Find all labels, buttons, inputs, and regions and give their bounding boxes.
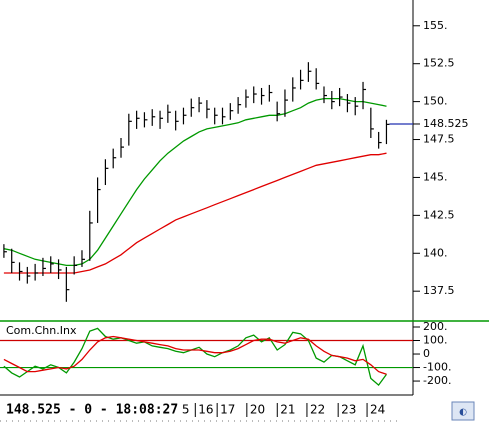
y-tick-label: 140.	[423, 246, 448, 259]
toolbar-icon[interactable]	[451, 401, 475, 421]
status-bar: 148.525 - 0 - 18:08:27	[6, 403, 178, 418]
y-tick-label: -200.	[423, 374, 451, 387]
x-tick-label: 22	[310, 403, 325, 417]
panel-title: Com.Chn.Inx	[6, 324, 77, 337]
indicator-line	[3, 152, 387, 274]
y-tick-label: 0	[423, 347, 430, 360]
status-bg	[3, 402, 179, 418]
y-tick-label: 147.5	[423, 133, 455, 146]
x-tick-label: 24	[370, 403, 385, 417]
last-price-label: 148.525	[423, 117, 469, 130]
y-tick-label: 152.5	[423, 57, 455, 70]
y-tick-label: 155.	[423, 19, 448, 32]
indicator-line	[3, 335, 387, 375]
x-tick-label: 21	[280, 403, 295, 417]
y-tick-label: -100.	[423, 361, 451, 374]
y-tick-label: 100.	[423, 334, 448, 347]
toolbar-icon-glyph: ◐	[459, 408, 467, 418]
indicator-line	[3, 97, 387, 267]
y-tick-label: 150.	[423, 95, 448, 108]
y-tick-label: 137.5	[423, 284, 455, 297]
x-tick-label: 20	[250, 403, 265, 417]
x-tick-label: 17	[220, 403, 235, 417]
y-tick-label: 145.	[423, 170, 448, 183]
indicator-line	[3, 327, 388, 387]
y-tick-label: 200.	[423, 320, 448, 333]
x-tick-label: 16	[198, 403, 213, 417]
x-tick-label: 23	[341, 403, 356, 417]
x-tick-label: 5	[182, 403, 190, 417]
y-tick-label: 142.5	[423, 208, 455, 221]
